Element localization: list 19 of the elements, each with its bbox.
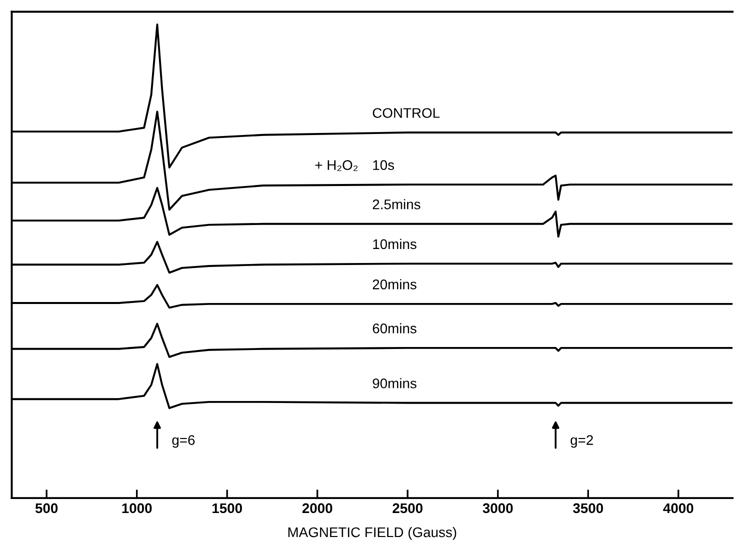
series-label: 90mins: [372, 378, 416, 388]
x-tick-label: 2500: [392, 503, 422, 514]
series-label: 10mins: [373, 238, 416, 250]
series-label: 20mins: [372, 279, 416, 290]
x-tick-label: 500: [35, 503, 58, 514]
x-tick-label: 1500: [212, 503, 242, 514]
x-axis-title: MAGNETIC FIELD (Gauss): [288, 526, 456, 540]
annotation: g=6: [172, 435, 195, 448]
x-tick-label: 3500: [572, 503, 604, 514]
series-label: CONTROL: [372, 108, 440, 118]
x-tick-label: 1000: [122, 503, 152, 514]
x-tick-label: 2000: [302, 503, 332, 514]
x-tick-label: 3000: [482, 503, 513, 514]
annotation: g=2: [570, 435, 593, 448]
series-label: 2.5mins: [372, 199, 420, 210]
annotation: + H₂O₂: [315, 160, 358, 172]
series-label: 10s: [373, 160, 394, 170]
series-label: 60mins: [372, 323, 416, 334]
x-tick-label: 4000: [663, 503, 694, 514]
